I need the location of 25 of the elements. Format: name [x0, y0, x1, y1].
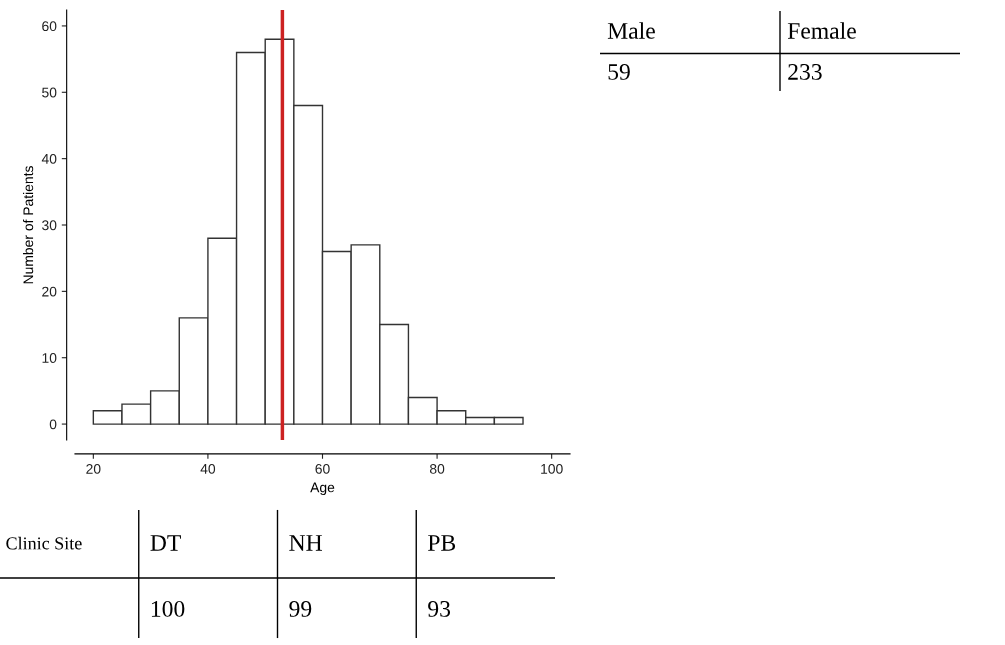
- y-tick-label: 40: [41, 153, 57, 164]
- data-label: 59: [608, 64, 630, 80]
- category-label: NH: [289, 535, 323, 551]
- x-tick-label: 80: [429, 463, 445, 474]
- category-label: PB: [428, 535, 456, 551]
- data-label: 100: [151, 600, 185, 617]
- category-label: Female: [787, 22, 856, 39]
- x-tick-label: 100: [541, 463, 563, 474]
- x-tick-label: 20: [86, 463, 101, 474]
- category-label: Male: [607, 22, 655, 39]
- y-tick-label: 30: [42, 220, 57, 231]
- y-tick-label: 10: [42, 353, 57, 363]
- x-tick-label: 60: [315, 463, 330, 474]
- y-axis-title: Number of Patients: [22, 166, 34, 284]
- x-axis-title: Age: [310, 482, 335, 496]
- y-tick-label: 20: [42, 286, 57, 297]
- data-label: 99: [289, 601, 312, 617]
- data-label: 93: [428, 601, 451, 617]
- text: Clinic Site: [6, 536, 82, 550]
- x-tick-label: 40: [200, 463, 216, 474]
- y-tick-label: 50: [42, 87, 57, 98]
- data-label: 233: [788, 64, 822, 80]
- y-tick-label: 0: [49, 419, 57, 430]
- y-tick-label: 60: [42, 21, 57, 32]
- category-label: DT: [150, 535, 181, 551]
